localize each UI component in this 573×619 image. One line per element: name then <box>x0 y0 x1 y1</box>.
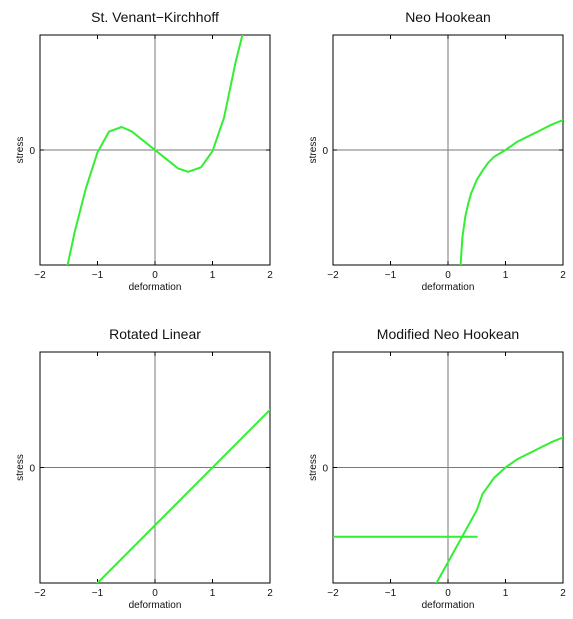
x-tick-label: 2 <box>267 588 273 599</box>
chart-title: Rotated Linear <box>109 326 201 342</box>
x-tick-label: 1 <box>503 270 509 281</box>
series-line-1 <box>66 35 244 265</box>
x-tick-label: 2 <box>267 270 273 281</box>
y-tick-label: 0 <box>29 146 35 157</box>
y-axis-label: stress <box>15 454 26 481</box>
x-tick-label: 0 <box>445 588 451 599</box>
x-tick-label: −2 <box>34 270 46 281</box>
x-tick-label: −1 <box>92 270 104 281</box>
series-line-1 <box>459 119 563 265</box>
y-axis-label: stress <box>308 454 319 481</box>
x-tick-label: 2 <box>560 588 566 599</box>
x-tick-label: −2 <box>327 588 339 599</box>
chart-title: Modified Neo Hookean <box>377 326 519 342</box>
chart-panel-1: St. Venant−Kirchhoff−2 −1 0 1 20deformations… <box>15 9 273 293</box>
x-axis-label: deformation <box>129 600 182 611</box>
y-tick-label: 0 <box>29 464 35 475</box>
x-tick-label: 1 <box>210 588 216 599</box>
y-tick-label: 0 <box>322 146 328 157</box>
series-line-1 <box>96 408 270 583</box>
chart-title: Neo Hookean <box>405 9 491 25</box>
x-tick-label: −1 <box>385 588 397 599</box>
x-tick-label: −1 <box>92 588 104 599</box>
x-tick-label: −2 <box>34 588 46 599</box>
x-tick-label: 0 <box>445 270 451 281</box>
chart-title: St. Venant−Kirchhoff <box>91 9 219 25</box>
x-axis-label: deformation <box>422 282 475 293</box>
x-axis-label: deformation <box>129 282 182 293</box>
x-tick-label: −2 <box>327 270 339 281</box>
y-tick-label: 0 <box>322 464 328 475</box>
x-tick-label: 1 <box>503 588 509 599</box>
x-tick-label: 1 <box>210 270 216 281</box>
x-tick-label: 0 <box>152 588 158 599</box>
chart-panel-4: Modified Neo Hookean−2 −1 0 1 20deformations… <box>308 326 566 611</box>
x-tick-label: 0 <box>152 270 158 281</box>
y-axis-label: stress <box>308 137 319 164</box>
x-tick-label: −1 <box>385 270 397 281</box>
y-axis-label: stress <box>15 137 26 164</box>
series-line-2 <box>435 436 563 583</box>
x-axis-label: deformation <box>422 600 475 611</box>
x-tick-label: 2 <box>560 270 566 281</box>
